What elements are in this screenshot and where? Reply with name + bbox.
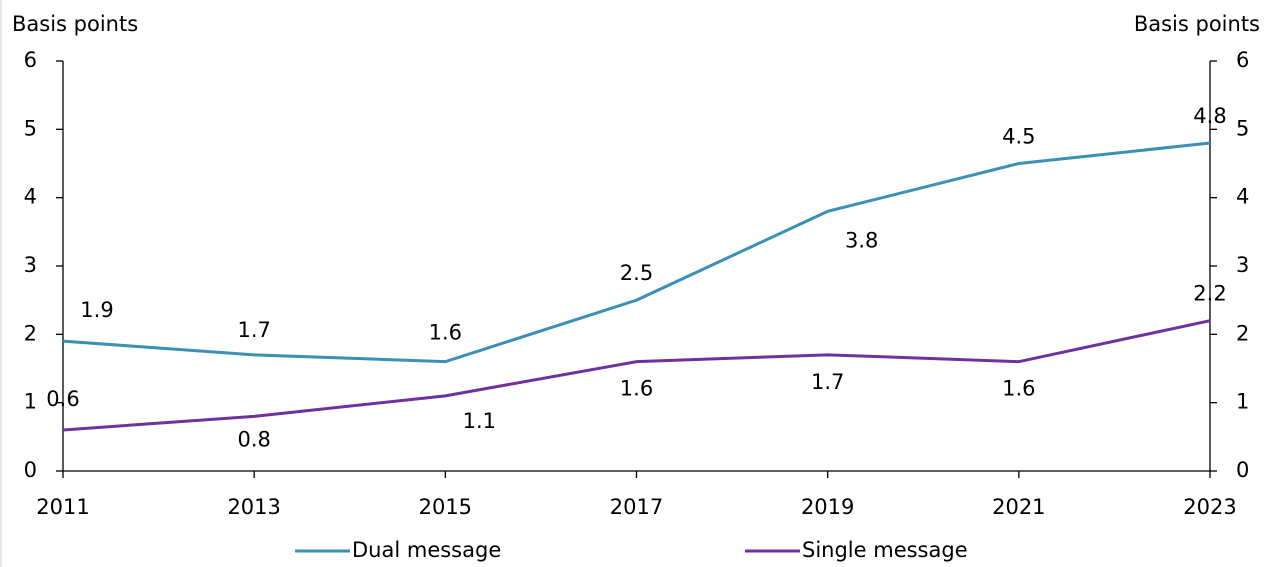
x-tick-label: 2021 <box>992 495 1045 519</box>
y2-tick-label: 4 <box>1236 185 1249 209</box>
y2-axis-label: Basis points <box>1134 12 1260 36</box>
y-tick-label: 4 <box>24 185 37 209</box>
y-tick-label: 0 <box>24 458 37 482</box>
y-tick-label: 2 <box>24 321 37 345</box>
y2-tick-label: 6 <box>1236 48 1249 72</box>
series-line <box>62 141 1211 364</box>
data-label: 1.6 <box>1002 377 1035 401</box>
data-label: 3.8 <box>845 228 878 252</box>
legend-label: Single message <box>802 538 968 562</box>
data-label: 4.5 <box>1002 125 1035 149</box>
y-axis-label: Basis points <box>12 12 138 36</box>
y2-tick-label: 0 <box>1236 458 1249 482</box>
x-tick-label: 2023 <box>1183 495 1236 519</box>
y-tick-label: 5 <box>24 116 37 140</box>
y2-tick-label: 3 <box>1236 253 1249 277</box>
x-tick-label: 2019 <box>801 495 854 519</box>
series-line <box>62 319 1211 432</box>
data-label: 1.6 <box>620 377 653 401</box>
data-label: 1.6 <box>429 321 462 345</box>
data-label: 2.5 <box>620 261 653 285</box>
data-label: 0.8 <box>237 427 270 451</box>
x-tick-label: 2013 <box>227 495 280 519</box>
data-label: 1.9 <box>80 298 113 322</box>
data-label: 0.6 <box>46 387 79 411</box>
y2-tick-label: 1 <box>1236 390 1249 414</box>
data-label: 1.7 <box>237 318 270 342</box>
data-label: 2.2 <box>1193 282 1226 306</box>
legend-label: Dual message <box>352 538 501 562</box>
data-label: 1.1 <box>463 409 496 433</box>
data-label: 4.8 <box>1193 104 1226 128</box>
x-tick-label: 2017 <box>610 495 663 519</box>
y-tick-label: 3 <box>24 253 37 277</box>
data-label: 1.7 <box>811 370 844 394</box>
y2-tick-label: 2 <box>1236 321 1249 345</box>
x-tick-label: 2015 <box>419 495 472 519</box>
y-tick-label: 1 <box>24 390 37 414</box>
x-tick-label: 2011 <box>36 495 89 519</box>
y2-tick-label: 5 <box>1236 116 1249 140</box>
y-tick-label: 6 <box>24 48 37 72</box>
